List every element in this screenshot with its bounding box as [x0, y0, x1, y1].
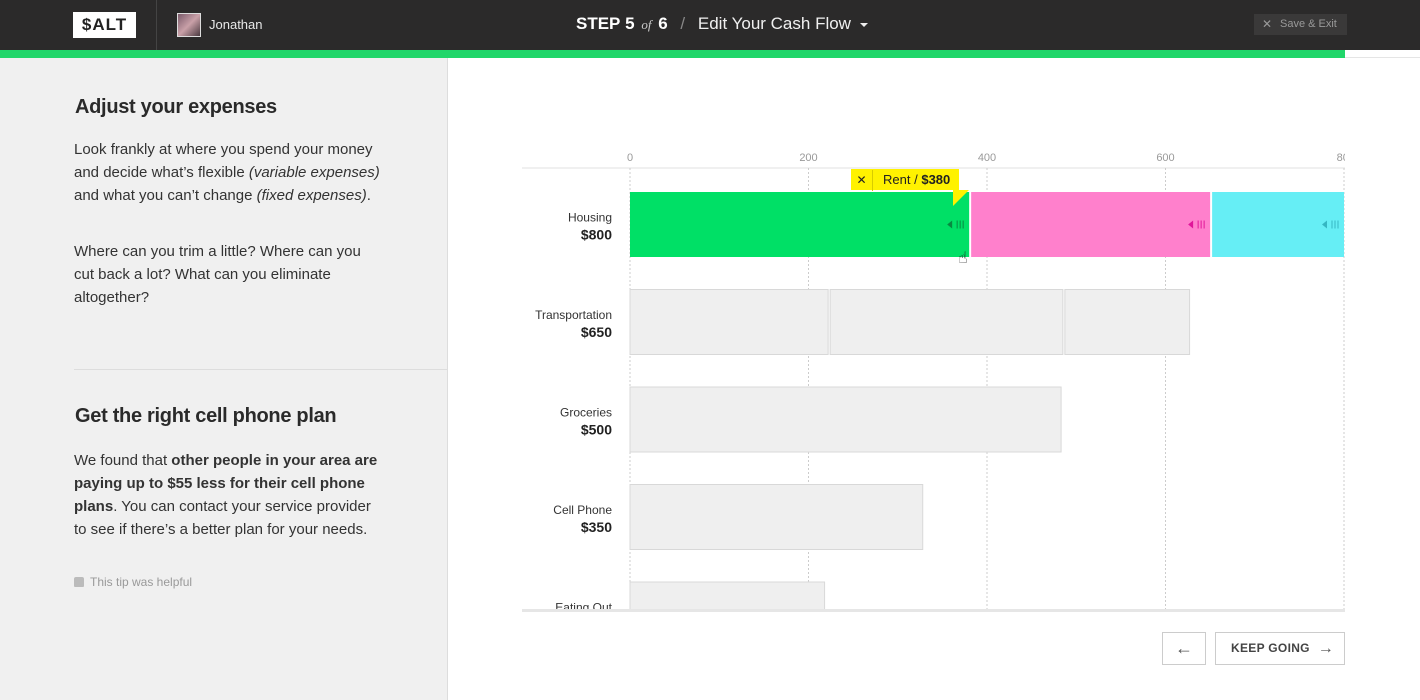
- x-tick-label: 800: [1337, 152, 1345, 164]
- tip-helpful-link[interactable]: This tip was helpful: [74, 575, 192, 589]
- divider: [74, 369, 448, 370]
- x-tick-label: 400: [978, 152, 996, 164]
- category-total: $500: [581, 422, 612, 438]
- keep-going-button[interactable]: KEEP GOING →: [1215, 632, 1345, 665]
- close-icon[interactable]: ✕: [851, 170, 873, 191]
- resize-handle-icon: [1322, 220, 1327, 229]
- tip-heading: Adjust your expenses: [75, 96, 277, 118]
- tip-heading: Get the right cell phone plan: [75, 405, 337, 427]
- thumbs-up-icon: [74, 577, 84, 587]
- tip-paragraph: Look frankly at where you spend your mon…: [74, 141, 380, 204]
- avatar[interactable]: [177, 13, 201, 37]
- x-tick-label: 200: [799, 152, 817, 164]
- save-exit-button[interactable]: ✕ Save & Exit: [1254, 14, 1347, 35]
- category-total: $350: [581, 519, 612, 535]
- tip-helpful-label: This tip was helpful: [90, 575, 193, 589]
- save-exit-label: Save & Exit: [1280, 18, 1337, 30]
- step-label: STEP: [576, 14, 621, 33]
- bar-segment: [630, 192, 970, 257]
- category-label: Transportation: [535, 308, 612, 322]
- header-divider: [156, 0, 157, 50]
- bar-segment: [1064, 289, 1191, 355]
- chevron-down-icon[interactable]: [859, 22, 868, 27]
- resize-handle-icon: [947, 220, 953, 229]
- top-bar: $ALT Jonathan STEP 5 of 6 / Edit Your Ca…: [0, 0, 1420, 50]
- close-icon: ✕: [1262, 17, 1273, 31]
- tip-paragraph: We found that other people in your area …: [74, 452, 378, 538]
- x-tick-label: 0: [627, 152, 633, 164]
- progress-bar: [0, 50, 1420, 58]
- bar-segment: [629, 484, 924, 550]
- bar-segment: [629, 289, 829, 355]
- tooltip-value: $380: [921, 172, 951, 187]
- expense-chart: 0 200 400 600 800 Housing $800 Transportation $6…: [522, 140, 1345, 612]
- arrow-right-icon: →: [1317, 640, 1334, 657]
- category-label: Groceries: [560, 406, 612, 420]
- category-label: Housing: [568, 211, 612, 225]
- salt-logo[interactable]: $ALT: [73, 12, 136, 38]
- segment-tooltip: ✕ Rent / $380: [851, 169, 960, 191]
- tooltip-pointer: [953, 190, 969, 206]
- expense-chart-svg: 0 200 400 600 800 Housing $800 Transportation $6…: [522, 152, 1345, 613]
- resize-handle-icon: [1188, 220, 1194, 229]
- bar-segment: [971, 192, 1211, 257]
- back-button[interactable]: ←: [1162, 632, 1206, 665]
- hand-cursor-icon: ☝: [958, 250, 968, 267]
- category-label: Cell Phone: [553, 503, 612, 517]
- tips-sidebar: Adjust your expenses Look frankly at whe…: [0, 58, 448, 700]
- tooltip-label: Rent: [883, 172, 911, 187]
- step-of: of: [641, 17, 652, 32]
- step-total: 6: [658, 14, 668, 33]
- bar-segment: [629, 581, 826, 612]
- x-tick-label: 600: [1156, 152, 1174, 164]
- category-total: $650: [581, 324, 612, 340]
- category-label: Eating Out: [555, 601, 612, 613]
- bar-segment: [629, 386, 1062, 453]
- chart-scroll-edge: [522, 609, 1345, 612]
- tip-paragraph: Where can you trim a little? Where can y…: [74, 243, 361, 306]
- step-slash: /: [680, 14, 686, 33]
- progress-fill: [0, 50, 1345, 58]
- step-title: Edit Your Cash Flow: [697, 14, 851, 33]
- category-total: $800: [581, 227, 612, 243]
- keep-going-label: KEEP GOING: [1231, 641, 1310, 655]
- bar-segment: [829, 289, 1064, 355]
- step-indicator[interactable]: STEP 5 of 6 / Edit Your Cash Flow: [576, 14, 868, 34]
- step-current: 5: [625, 14, 635, 33]
- user-name[interactable]: Jonathan: [209, 17, 263, 32]
